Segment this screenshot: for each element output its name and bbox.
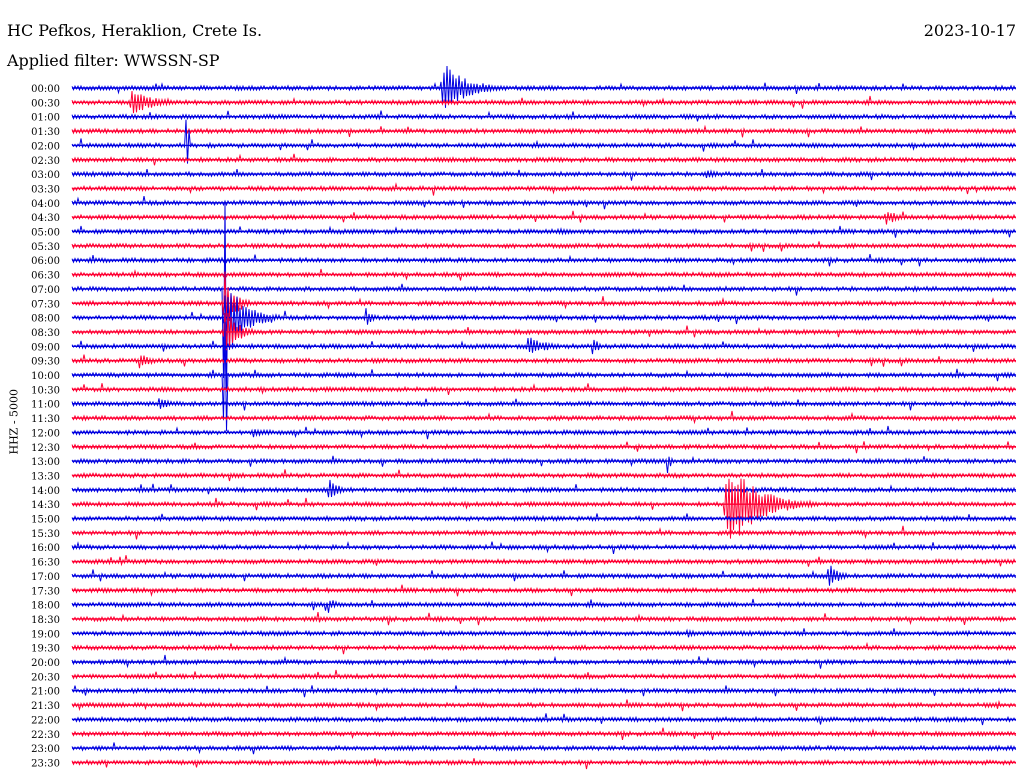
- trace-0730: [71, 271, 1016, 322]
- trace-0300: [71, 168, 1016, 181]
- row-time-label: 21:30: [31, 701, 60, 712]
- trace-0930: [71, 354, 1016, 369]
- row-time-label: 12:00: [31, 428, 60, 439]
- row-time-label: 11:30: [31, 414, 60, 425]
- row-time-label: 10:00: [31, 371, 60, 382]
- row-time-label: 16:30: [31, 558, 60, 569]
- trace-1930: [71, 641, 1016, 655]
- trace-2330: [71, 758, 1016, 770]
- row-time-label: 08:00: [31, 314, 60, 325]
- row-time-label: 20:30: [31, 672, 60, 683]
- row-time-label: 21:00: [31, 687, 60, 698]
- row-time-label: 05:30: [31, 242, 60, 253]
- row-time-label: 15:00: [31, 515, 60, 526]
- trace-2030: [71, 669, 1016, 681]
- row-time-label: 16:00: [31, 543, 60, 554]
- row-time-label: 08:30: [31, 328, 60, 339]
- row-time-label: 07:00: [31, 285, 60, 296]
- row-time-label: 10:30: [31, 385, 60, 396]
- row-time-label: 02:30: [31, 156, 60, 167]
- row-time-label: 07:30: [31, 299, 60, 310]
- row-time-label: 13:30: [31, 471, 60, 482]
- row-time-label: 19:00: [31, 629, 60, 640]
- row-time-label: 22:00: [31, 715, 60, 726]
- trace-1800: [71, 598, 1016, 613]
- row-time-label: 03:30: [31, 184, 60, 195]
- row-time-label: 12:30: [31, 443, 60, 454]
- row-time-label: 04:30: [31, 213, 60, 224]
- row-time-label: 05:00: [31, 228, 60, 239]
- trace-1300: [71, 455, 1016, 474]
- row-time-label: 13:00: [31, 457, 60, 468]
- row-time-label: 11:00: [31, 400, 60, 411]
- row-time-label: 03:00: [31, 170, 60, 181]
- row-time-label: 06:30: [31, 271, 60, 282]
- row-time-label: 06:00: [31, 256, 60, 267]
- filter-label: Applied filter: WWSSN-SP: [7, 51, 220, 70]
- trace-1430: [71, 478, 1016, 539]
- row-time-label: 20:00: [31, 658, 60, 669]
- trace-1500: [71, 513, 1016, 523]
- trace-0530: [71, 241, 1016, 252]
- row-time-label: 00:30: [31, 98, 60, 109]
- trace-1000: [71, 321, 1016, 431]
- row-time-label: 01:00: [31, 113, 60, 124]
- row-time-label: 23:00: [31, 744, 60, 755]
- row-time-label: 17:00: [31, 572, 60, 583]
- row-time-label: 09:00: [31, 342, 60, 353]
- row-time-label: 22:30: [31, 730, 60, 741]
- trace-0130: [71, 124, 1016, 138]
- row-time-label: 00:00: [31, 84, 60, 95]
- record-date: 2023-10-17: [923, 21, 1016, 40]
- trace-0330: [71, 182, 1016, 196]
- row-time-label: 17:30: [31, 586, 60, 597]
- station-title: HC Pefkos, Heraklion, Crete Is.: [7, 21, 263, 40]
- row-time-label: 14:00: [31, 486, 60, 497]
- trace-1400: [71, 479, 1016, 498]
- row-time-label: 14:30: [31, 500, 60, 511]
- trace-0200: [71, 119, 1016, 164]
- trace-1130: [71, 410, 1016, 425]
- row-time-label: 01:30: [31, 127, 60, 138]
- row-time-label: 15:30: [31, 529, 60, 540]
- row-time-label: 02:00: [31, 141, 60, 152]
- row-time-label: 18:30: [31, 615, 60, 626]
- row-time-label: 09:30: [31, 357, 60, 368]
- row-time-label: 23:30: [31, 758, 60, 769]
- row-time-label: 19:30: [31, 644, 60, 655]
- row-time-label: 18:00: [31, 601, 60, 612]
- row-time-label: 04:00: [31, 199, 60, 210]
